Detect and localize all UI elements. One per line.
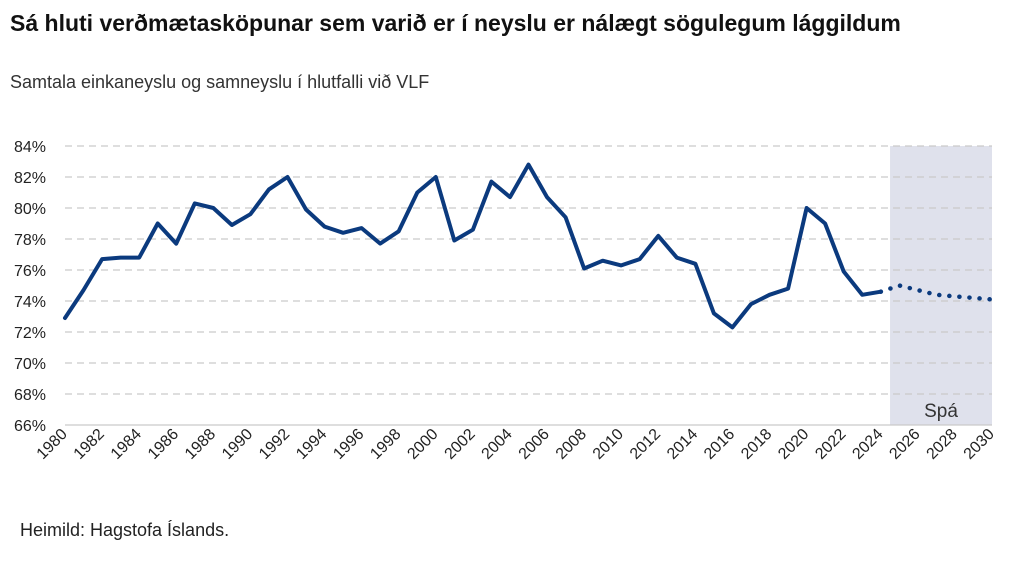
x-tick-label: 1988 — [182, 426, 219, 463]
forecast-region: Spá — [890, 146, 992, 425]
x-axis: 1980 1982 1984 1986 1988 1990 1992 1994 1996 1998… — [34, 426, 998, 463]
x-tick-label: 1982 — [71, 426, 108, 463]
y-tick-label: 82% — [14, 170, 46, 187]
source-note: Heimild: Hagstofa Íslands. — [20, 520, 230, 540]
x-tick-label: 2022 — [812, 426, 849, 463]
x-tick-label: 2024 — [849, 426, 886, 463]
y-tick-label: 84% — [14, 139, 46, 156]
y-tick-label: 68% — [14, 387, 46, 404]
x-tick-label: 1990 — [219, 426, 256, 463]
x-tick-label: 1984 — [108, 426, 145, 463]
x-tick-label: 2002 — [442, 426, 479, 463]
series-lines — [63, 162, 995, 330]
x-tick-label: 1992 — [256, 426, 293, 463]
x-tick-label: 2020 — [775, 426, 812, 463]
y-tick-label: 76% — [14, 263, 46, 280]
x-tick-label: 1986 — [145, 426, 182, 463]
x-tick-label: 2000 — [404, 426, 441, 463]
historical-series-line — [63, 162, 883, 330]
x-tick-label: 2006 — [516, 426, 553, 463]
y-tick-label: 74% — [14, 294, 46, 311]
y-tick-label: 66% — [14, 418, 46, 435]
forecast-series-line — [878, 283, 995, 302]
gridlines — [65, 145, 992, 426]
x-tick-label: 2012 — [627, 426, 664, 463]
x-tick-label: 1996 — [330, 426, 367, 463]
x-tick-label: 2026 — [886, 426, 923, 463]
y-tick-label: 80% — [14, 201, 46, 218]
chart-subtitle: Samtala einkaneyslu og samneyslu í hlutf… — [10, 72, 430, 92]
x-tick-label: 2018 — [738, 426, 775, 463]
x-tick-label: 1998 — [367, 426, 404, 463]
x-tick-label: 2030 — [961, 426, 998, 463]
x-tick-label: 2004 — [479, 426, 516, 463]
forecast-shade — [890, 146, 992, 425]
x-tick-label: 1994 — [293, 426, 330, 463]
x-tick-label: 2016 — [701, 426, 738, 463]
y-axis: 66% 68% 70% 72% 74% 76% 78% 80% 82% 84% — [14, 139, 46, 435]
chart-title: Sá hluti verðmætasköpunar sem varið er í… — [10, 10, 901, 36]
y-tick-label: 78% — [14, 232, 46, 249]
forecast-label: Spá — [924, 401, 958, 422]
x-tick-label: 2028 — [924, 426, 961, 463]
x-tick-label: 2010 — [590, 426, 627, 463]
x-tick-label: 2014 — [664, 426, 701, 463]
y-tick-label: 72% — [14, 325, 46, 342]
y-tick-label: 70% — [14, 356, 46, 373]
x-tick-label: 2008 — [553, 426, 590, 463]
